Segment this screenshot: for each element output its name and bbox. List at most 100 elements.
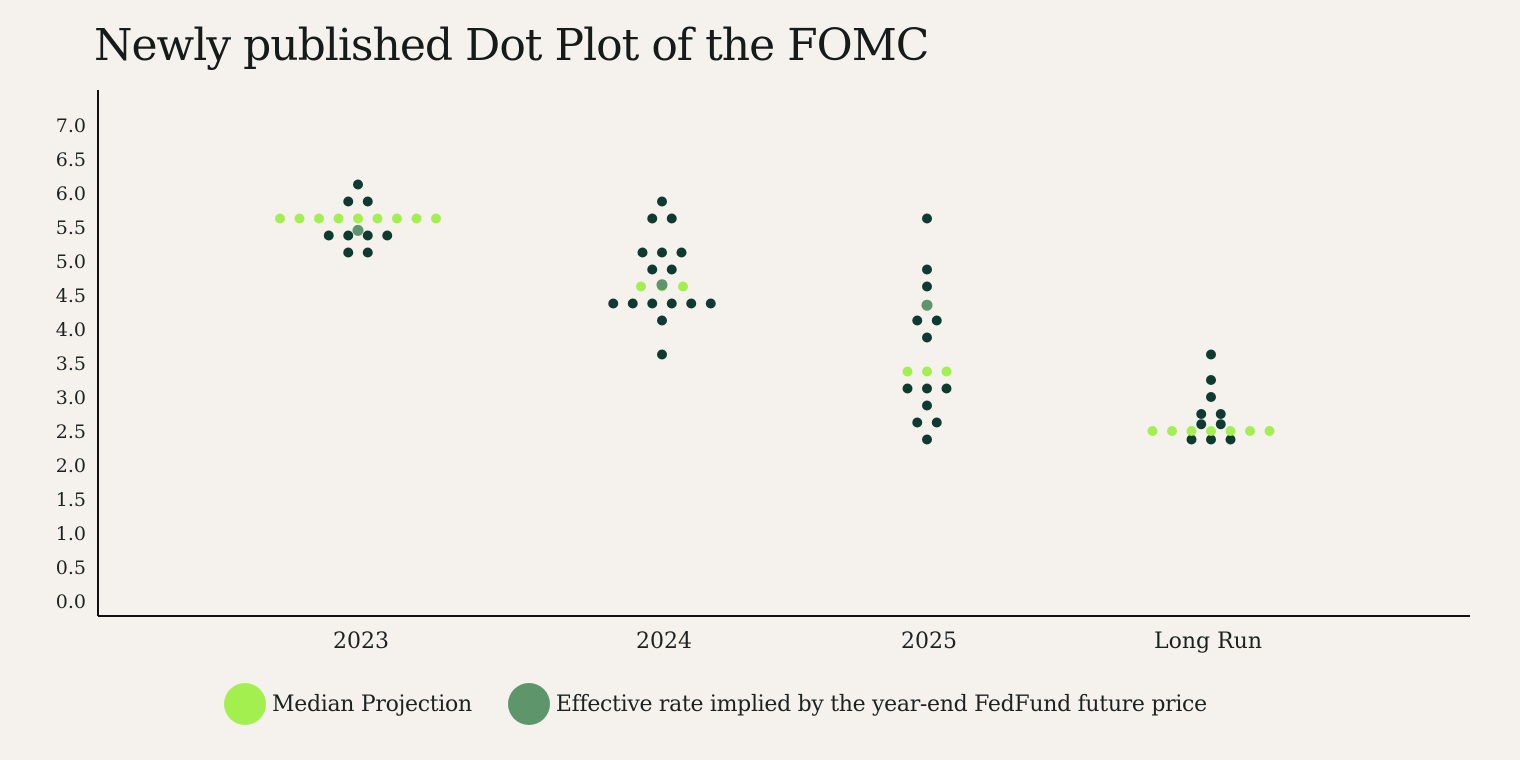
participant-dot bbox=[657, 315, 667, 326]
participant-dot bbox=[1186, 434, 1197, 445]
participant-dot bbox=[1206, 375, 1216, 385]
y-tick-label: 2.0 bbox=[56, 455, 86, 477]
median-projection-dot bbox=[922, 366, 932, 377]
participant-dot bbox=[666, 298, 677, 309]
participant-dot bbox=[608, 298, 619, 309]
participant-dot bbox=[1206, 349, 1216, 360]
participant-dot bbox=[362, 196, 373, 207]
median-projection-dot bbox=[1225, 426, 1236, 436]
participant-dot bbox=[647, 213, 658, 224]
x-tick-labels: 2023 2024 2025 Long Run bbox=[333, 629, 1262, 654]
y-tick-labels: 0.0 0.5 1.0 1.5 2.0 2.5 3.0 3.5 4.0 4.5 5.0 5.5 6.0 6… bbox=[56, 115, 86, 613]
participant-dot bbox=[912, 417, 923, 428]
participant-dot bbox=[666, 213, 677, 224]
legend-label-median: Median Projection bbox=[272, 691, 472, 717]
median-projection-dot bbox=[902, 366, 913, 377]
participant-dot bbox=[902, 383, 913, 394]
y-tick-label: 1.5 bbox=[56, 489, 86, 511]
y-tick-label: 6.5 bbox=[56, 149, 86, 171]
y-tick-label: 4.5 bbox=[56, 285, 86, 307]
legend-swatch-median bbox=[224, 683, 266, 725]
median-projection-dot bbox=[353, 213, 363, 224]
participant-dots bbox=[323, 179, 1236, 445]
participant-dot bbox=[627, 298, 638, 309]
participant-dot bbox=[353, 179, 363, 190]
median-projection-dot bbox=[1264, 426, 1275, 436]
y-tick-label: 3.5 bbox=[56, 353, 86, 375]
median-projection-dot bbox=[294, 213, 305, 224]
y-tick-label: 5.0 bbox=[56, 251, 86, 273]
y-tick-label: 6.0 bbox=[56, 183, 86, 205]
participant-dot bbox=[666, 264, 677, 275]
median-projection-dot bbox=[314, 213, 324, 224]
legend-label-implied: Effective rate implied by the year-end F… bbox=[555, 691, 1207, 717]
participant-dot bbox=[922, 281, 932, 292]
participant-dot bbox=[657, 196, 667, 207]
median-projection-dot bbox=[1167, 426, 1177, 436]
y-tick-label: 0.5 bbox=[56, 557, 86, 579]
median-projection-dots bbox=[275, 213, 1275, 436]
y-tick-label: 5.5 bbox=[56, 217, 86, 239]
participant-dot bbox=[1215, 419, 1226, 430]
x-tick-label: Long Run bbox=[1154, 629, 1262, 654]
participant-dot bbox=[362, 230, 373, 241]
median-projection-dot bbox=[1147, 426, 1158, 436]
participant-dot bbox=[676, 247, 687, 258]
median-projection-dot bbox=[941, 366, 952, 377]
median-projection-dot bbox=[333, 213, 344, 224]
median-projection-dot bbox=[1245, 426, 1255, 436]
participant-dot bbox=[686, 298, 697, 309]
participant-dot bbox=[1196, 419, 1207, 430]
participant-dot bbox=[323, 230, 334, 241]
median-projection-dot bbox=[392, 213, 402, 224]
participant-dot bbox=[637, 247, 648, 258]
legend-item-median: Median Projection bbox=[224, 683, 472, 725]
participant-dot bbox=[343, 230, 354, 241]
participant-dot bbox=[343, 247, 354, 258]
participant-dot bbox=[1215, 409, 1226, 419]
participant-dot bbox=[922, 383, 932, 394]
participant-dot bbox=[647, 264, 658, 275]
participant-dot bbox=[941, 383, 952, 394]
participant-dot bbox=[1196, 409, 1207, 419]
axes bbox=[97, 90, 1470, 617]
y-tick-label: 0.0 bbox=[56, 591, 86, 613]
participant-dot bbox=[931, 315, 942, 326]
participant-dot bbox=[912, 315, 923, 326]
participant-dot bbox=[382, 230, 393, 241]
participant-dot bbox=[1225, 434, 1236, 445]
participant-dot bbox=[657, 349, 667, 360]
y-tick-label: 4.0 bbox=[56, 319, 86, 341]
participant-dot bbox=[362, 247, 373, 258]
y-tick-label: 1.0 bbox=[56, 523, 86, 545]
median-projection-dot bbox=[372, 213, 383, 224]
implied-rate-dot bbox=[656, 279, 668, 291]
legend: Median Projection Effective rate implied… bbox=[224, 683, 1243, 725]
participant-dot bbox=[647, 298, 658, 309]
y-tick-label: 3.0 bbox=[56, 387, 86, 409]
median-projection-dot bbox=[431, 213, 441, 224]
participant-dot bbox=[922, 332, 932, 343]
participant-dot bbox=[1206, 392, 1216, 402]
legend-item-implied: Effective rate implied by the year-end F… bbox=[507, 683, 1207, 725]
participant-dot bbox=[343, 196, 354, 207]
y-tick-label: 7.0 bbox=[56, 115, 86, 137]
participant-dot bbox=[931, 417, 942, 428]
median-projection-dot bbox=[636, 281, 646, 292]
y-tick-label: 2.5 bbox=[56, 421, 86, 443]
legend-swatch-implied bbox=[507, 683, 550, 725]
x-tick-label: 2025 bbox=[901, 629, 957, 654]
x-tick-label: 2024 bbox=[636, 629, 692, 654]
median-projection-dot bbox=[275, 213, 285, 224]
participant-dot bbox=[922, 213, 932, 224]
implied-rate-dot bbox=[352, 224, 364, 236]
x-tick-label: 2023 bbox=[333, 629, 389, 654]
participant-dot bbox=[922, 400, 932, 411]
median-projection-dot bbox=[1206, 426, 1216, 436]
median-projection-dot bbox=[1186, 426, 1197, 436]
chart-title: Newly published Dot Plot of the FOMC bbox=[94, 20, 929, 71]
participant-dot bbox=[922, 434, 932, 445]
implied-rate-dot bbox=[921, 299, 933, 311]
participant-dot bbox=[705, 298, 716, 309]
